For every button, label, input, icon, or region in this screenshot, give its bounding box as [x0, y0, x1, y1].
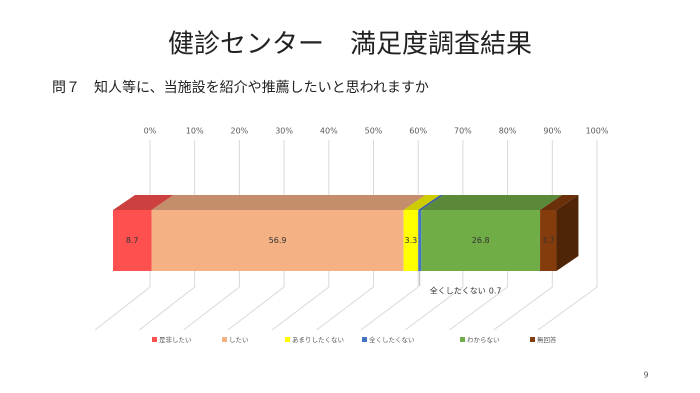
x-tick-label: 10%: [186, 127, 204, 136]
bar-side: [556, 195, 579, 271]
grid-line: [271, 140, 330, 331]
legend-label: したい: [229, 336, 249, 344]
value-label: 3.3: [405, 236, 418, 245]
bar-top: [418, 195, 444, 210]
value-label: 26.8: [472, 236, 490, 245]
legend-swatch: [530, 337, 535, 342]
x-tick-label: 80%: [499, 127, 517, 136]
legend-label: わからない: [467, 336, 500, 344]
legend-label: 是非したい: [159, 335, 192, 344]
value-label: 56.9: [269, 236, 287, 245]
bar: [113, 210, 152, 271]
x-tick-label: 0%: [144, 127, 157, 136]
bar: [421, 210, 541, 271]
legend-swatch: [460, 337, 465, 342]
callout-label: 全くしたくない: [430, 286, 486, 296]
grid-line: [449, 140, 509, 331]
chart-subtitle: 問７ 知人等に、当施設を紹介や推薦したいと思われますか: [52, 79, 429, 96]
bar-top: [403, 195, 441, 210]
legend-label: 全くしたくない: [369, 335, 415, 344]
grid-line: [138, 140, 196, 331]
legend-swatch: [285, 337, 290, 342]
bar-top: [151, 195, 426, 210]
grid-line: [493, 140, 553, 331]
grid-line: [360, 140, 419, 331]
grid-line: [537, 140, 598, 331]
callout-value: 0.7: [489, 287, 502, 296]
legend-label: あまりしたくない: [292, 336, 344, 344]
x-tick-label: 70%: [454, 127, 472, 136]
legend-swatch: [362, 337, 367, 342]
x-tick-label: 90%: [543, 127, 561, 136]
legend-swatch: [152, 337, 157, 342]
value-label: 3.7: [542, 236, 555, 245]
value-label: 8.7: [126, 236, 139, 245]
grid-line: [316, 140, 374, 331]
x-tick-label: 30%: [275, 127, 293, 136]
bar: [540, 210, 557, 271]
chart-title: 健診センター 満足度調査結果: [168, 30, 532, 60]
bar-top: [540, 195, 579, 210]
grid-line: [183, 140, 240, 331]
grid-line: [404, 140, 464, 331]
x-tick-label: 40%: [320, 127, 338, 136]
bar-top: [421, 195, 563, 210]
x-tick-label: 20%: [231, 127, 249, 136]
x-tick-label: 50%: [365, 127, 383, 136]
bar: [418, 210, 422, 271]
bar: [151, 210, 404, 271]
bar-top: [113, 195, 174, 210]
legend: 是非したい したい あまりしたくない 全くしたくない わからない 無回答: [152, 335, 557, 344]
legend-label: 無回答: [537, 335, 557, 344]
grid-line: [94, 140, 151, 331]
grid: 0% 10% 20% 30% 40% 50% 60% 70% 80% 90% 100%: [94, 127, 609, 331]
bars: 8.7 56.9 3.3 全くしたくない 0.7 26.8 3.7: [113, 195, 579, 296]
x-tick-label: 60%: [409, 127, 427, 136]
bar: [403, 210, 419, 271]
page-number: 9: [643, 371, 648, 380]
x-tick-label: 100%: [586, 127, 609, 136]
legend-swatch: [222, 337, 227, 342]
grid-line: [227, 140, 285, 331]
